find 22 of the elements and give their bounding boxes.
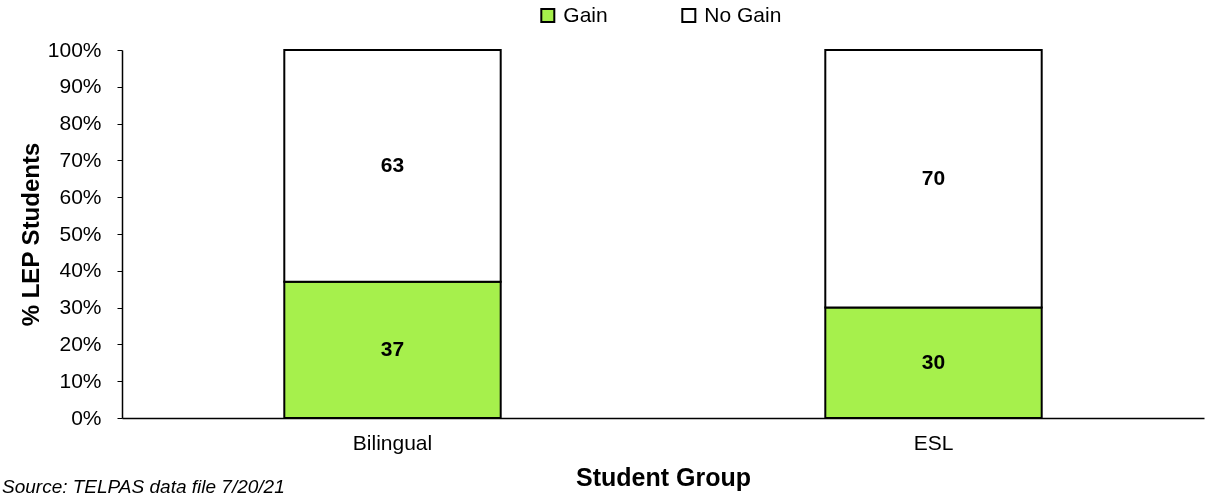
y-tick-label: 0% xyxy=(71,405,102,429)
x-tick-label: Bilingual xyxy=(352,430,433,454)
y-tick-label: 70% xyxy=(59,147,102,171)
x-tick-label: ESL xyxy=(913,430,954,454)
y-tick-label: 40% xyxy=(59,258,102,282)
legend-label: Gain xyxy=(563,2,608,26)
y-tick-label: 20% xyxy=(59,331,102,355)
y-tick-label: 30% xyxy=(59,295,102,319)
data-label: 37 xyxy=(380,336,405,360)
y-tick-label: 100% xyxy=(47,37,102,61)
source-note: Source: TELPAS data file 7/20/21 xyxy=(2,476,285,497)
data-label: 30 xyxy=(921,349,946,373)
y-tick-label: 90% xyxy=(59,74,102,98)
data-label: 63 xyxy=(380,152,405,176)
y-tick-label: 50% xyxy=(59,221,102,245)
y-axis-title: % LEP Students xyxy=(16,142,44,327)
y-tick-label: 80% xyxy=(59,111,102,135)
legend-label: No Gain xyxy=(704,2,782,26)
data-label: 70 xyxy=(921,165,946,189)
y-tick-label: 10% xyxy=(59,368,102,392)
y-tick-label: 60% xyxy=(59,184,102,208)
x-axis-title: Student Group xyxy=(576,462,751,491)
